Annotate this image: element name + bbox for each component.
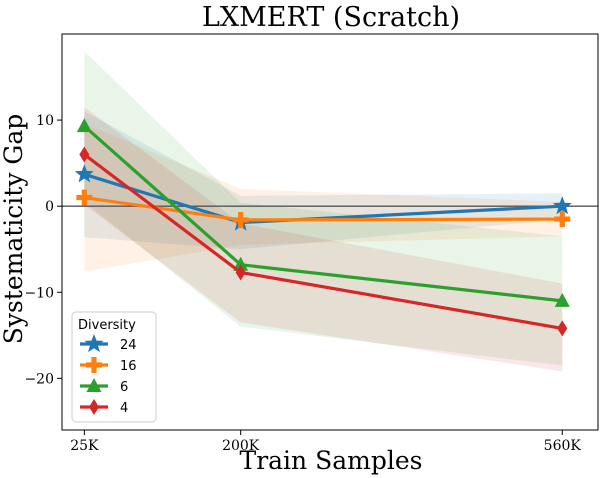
legend-marker-4 <box>89 399 99 415</box>
point-series-4-560K <box>557 320 568 337</box>
point-series-16-200K <box>232 211 249 228</box>
band-series-4 <box>84 107 563 372</box>
y-tick-label: −20 <box>24 371 54 387</box>
band-series-16 <box>84 123 563 272</box>
legend-marker-6 <box>86 378 102 392</box>
point-series-24-25K <box>74 164 94 183</box>
point-series-6-25K <box>76 118 92 133</box>
point-series-16-560K <box>554 211 571 228</box>
y-axis-label: Systematicity Gap <box>0 114 28 345</box>
axes: 10 0 −10 −20 25K 200K 560K <box>24 33 599 454</box>
plot-area <box>62 51 598 372</box>
x-tick-label: 560K <box>544 438 582 454</box>
plot-frame <box>61 33 599 431</box>
legend-label-4: 4 <box>120 401 128 416</box>
chart-title: LXMERT (Scratch) <box>202 2 460 33</box>
point-series-4-200K <box>235 264 246 281</box>
point-series-6-560K <box>554 292 570 307</box>
legend-title: Diversity <box>78 318 136 333</box>
legend-label-24: 24 <box>120 338 137 353</box>
y-tick-label: −10 <box>24 285 54 301</box>
legend-marker-16 <box>86 357 102 373</box>
point-series-24-560K <box>552 196 572 215</box>
x-axis-label: Train Samples <box>240 446 423 475</box>
y-tick-label: 10 <box>36 113 54 129</box>
legend-label-16: 16 <box>120 359 137 374</box>
point-series-6-200K <box>233 256 249 271</box>
x-tick-label: 200K <box>222 438 260 454</box>
y-tick-label: 0 <box>45 199 54 215</box>
point-series-16-25K <box>76 189 93 206</box>
legend: Diversity 24 16 6 4 <box>71 311 157 423</box>
legend-label-6: 6 <box>120 380 128 395</box>
point-series-4-25K <box>79 146 90 163</box>
legend-marker-24 <box>84 334 104 353</box>
x-tick-label: 25K <box>70 438 99 454</box>
